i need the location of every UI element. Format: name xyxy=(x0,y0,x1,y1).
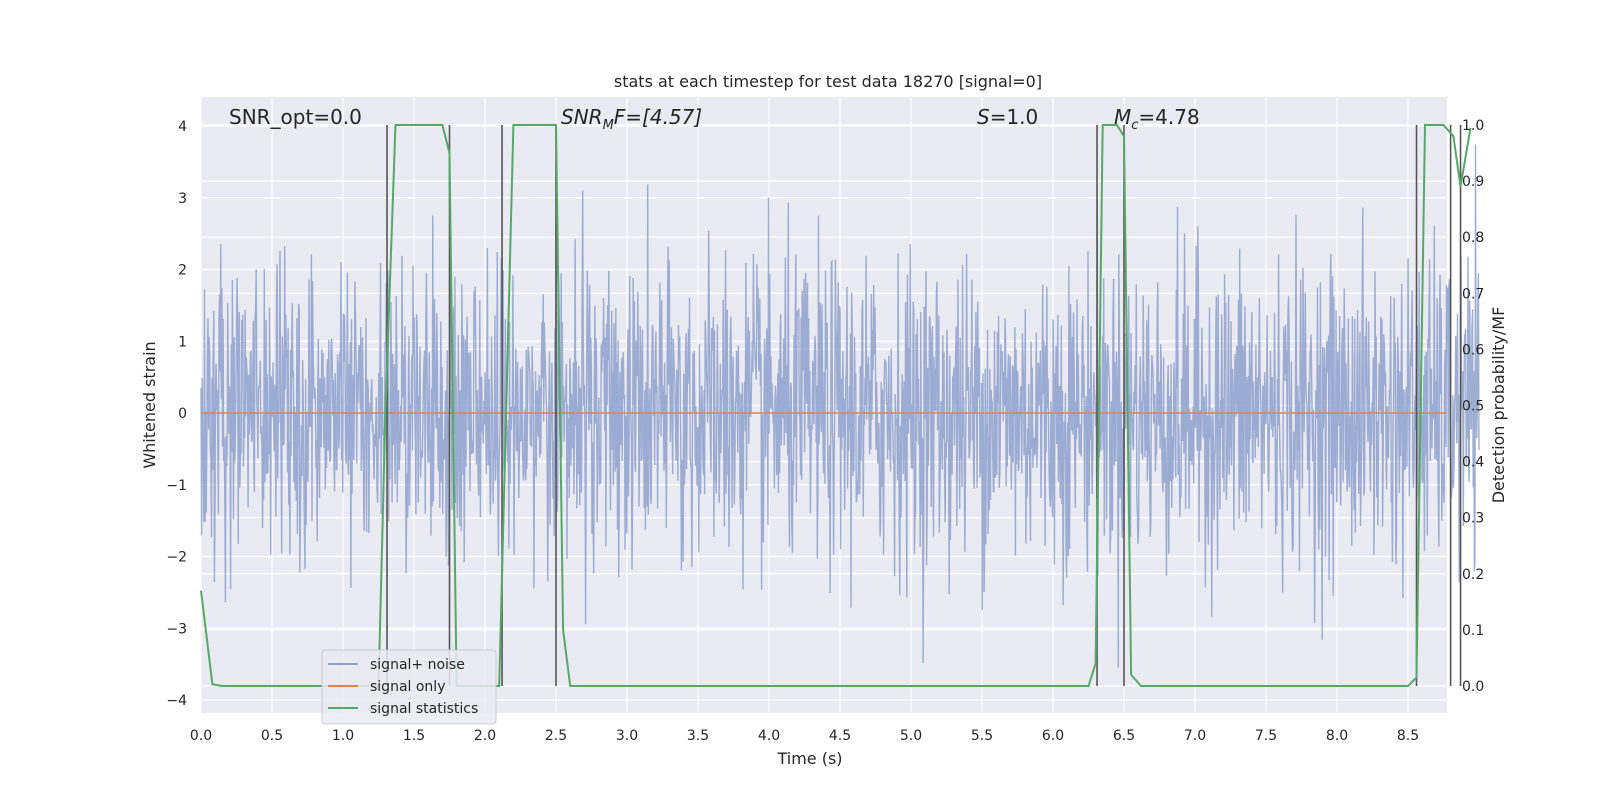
y-tick-label: 3 xyxy=(178,191,187,207)
x-tick-label: 6.5 xyxy=(1113,728,1135,744)
x-tick-label: 3.0 xyxy=(616,728,638,744)
x-tick-label: 2.5 xyxy=(545,728,567,744)
annotation-snr-mf: SNRMF=[4.57] xyxy=(561,105,702,133)
annotation-mc-sub: c xyxy=(1131,118,1138,133)
x-tick-label: 3.5 xyxy=(687,728,709,744)
x-tick-label: 5.0 xyxy=(900,728,922,744)
y2-tick-label: 0.1 xyxy=(1462,623,1484,639)
y2-tick-label: 0.5 xyxy=(1462,399,1484,415)
annotation-snr-mf-sub: M xyxy=(603,118,614,133)
y-axis-left: 4 3 2 1 0 −1 −2 −3 −4 xyxy=(166,119,187,709)
x-tick-label: 6.0 xyxy=(1042,728,1064,744)
y2-tick-label: 0.0 xyxy=(1462,679,1484,695)
x-tick-label: 0.0 xyxy=(190,728,212,744)
legend-box xyxy=(321,649,497,725)
y2-tick-label: 1.0 xyxy=(1462,118,1484,134)
y-tick-label: −4 xyxy=(166,693,187,709)
x-tick-label: 1.0 xyxy=(332,728,354,744)
y-tick-label: 0 xyxy=(178,406,187,422)
annotation-snr-opt: SNR_opt=0.0 xyxy=(229,105,362,129)
series-signal-plus-noise xyxy=(200,144,1480,668)
annotation-mc: Mc=4.78 xyxy=(1114,105,1200,133)
legend-label-noise: signal+ noise xyxy=(370,657,465,673)
y-axis-label: Whitened strain xyxy=(140,341,159,468)
y2-tick-label: 0.3 xyxy=(1462,511,1484,527)
legend-label-signal: signal only xyxy=(370,679,445,695)
annotation-snr-mf-base: SNR xyxy=(561,105,603,129)
y2-tick-label: 0.9 xyxy=(1462,174,1484,190)
legend: signal+ noise signal only signal statist… xyxy=(321,649,497,725)
x-tick-label: 1.5 xyxy=(403,728,425,744)
x-axis-label: Time (s) xyxy=(776,749,842,768)
series-signal-statistics xyxy=(200,124,1472,687)
chart-title: stats at each timestep for test data 182… xyxy=(614,72,1042,91)
y-tick-label: 1 xyxy=(178,334,187,350)
x-tick-label: 8.0 xyxy=(1326,728,1348,744)
x-tick-label: 8.5 xyxy=(1397,728,1419,744)
y2-tick-label: 0.2 xyxy=(1462,567,1484,583)
x-tick-label: 7.5 xyxy=(1255,728,1277,744)
x-tick-label: 2.0 xyxy=(474,728,496,744)
y-axis-right: 1.0 0.9 0.8 0.7 0.6 0.5 0.4 0.3 0.2 0.1 0.0 xyxy=(1462,118,1484,695)
y-tick-label: 2 xyxy=(178,263,187,279)
x-tick-label: 4.5 xyxy=(829,728,851,744)
annotations: SNR_opt=0.0 SNRMF=[4.57] S=1.0 Mc=4.78 xyxy=(229,105,1200,133)
y-tick-label: −2 xyxy=(166,550,187,566)
y2-tick-label: 0.6 xyxy=(1462,342,1484,358)
y-tick-label: −3 xyxy=(166,621,187,637)
x-tick-label: 0.5 xyxy=(261,728,283,744)
x-tick-label: 5.5 xyxy=(971,728,993,744)
y-tick-label: 4 xyxy=(178,119,187,135)
annotation-snr-mf-rest: F=[4.57] xyxy=(614,105,702,129)
noise-trace xyxy=(200,144,1480,668)
annotation-s-rest: =1.0 xyxy=(990,105,1039,129)
annotation-mc-rest: =4.78 xyxy=(1138,105,1199,129)
y2-tick-label: 0.4 xyxy=(1462,455,1484,471)
legend-label-stats: signal statistics xyxy=(370,701,478,717)
x-tick-label: 4.0 xyxy=(758,728,780,744)
y2-tick-label: 0.8 xyxy=(1462,230,1484,246)
annotation-s-base: S xyxy=(977,105,990,129)
signal-statistics-line xyxy=(200,124,1472,687)
x-tick-label: 7.0 xyxy=(1184,728,1206,744)
y2-axis-label: Detection probability/MF xyxy=(1489,307,1508,504)
annotation-s: S=1.0 xyxy=(977,105,1038,129)
x-axis: 0.0 0.5 1.0 1.5 2.0 2.5 3.0 3.5 4.0 4.5 5.0 5.5 6.0 6… xyxy=(190,728,1419,744)
annotation-mc-base: M xyxy=(1114,105,1131,129)
y2-tick-label: 0.7 xyxy=(1462,286,1484,302)
y-tick-label: −1 xyxy=(166,478,187,494)
